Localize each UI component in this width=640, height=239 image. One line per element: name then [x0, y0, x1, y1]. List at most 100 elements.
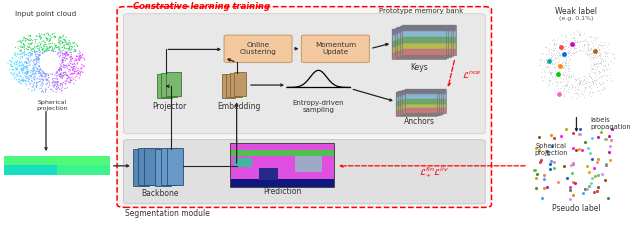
FancyBboxPatch shape — [301, 35, 369, 62]
Bar — [398, 92, 439, 115]
Bar — [161, 148, 177, 185]
Bar — [403, 99, 444, 104]
Bar — [402, 49, 456, 55]
Bar — [403, 109, 444, 114]
Bar — [234, 158, 252, 168]
Bar — [133, 149, 148, 186]
Bar — [400, 110, 441, 114]
Text: $\mathcal{L}^{nce}$: $\mathcal{L}^{nce}$ — [461, 69, 481, 80]
Bar — [397, 39, 451, 45]
Bar — [399, 38, 453, 44]
Bar — [156, 149, 172, 186]
Bar — [230, 179, 334, 187]
Bar — [403, 95, 444, 99]
Bar — [397, 33, 451, 39]
Bar — [402, 25, 456, 55]
Text: $\mathcal{L}^{fin}_{+}\mathcal{L}^{liv}$: $\mathcal{L}^{fin}_{+}\mathcal{L}^{liv}$ — [419, 165, 449, 180]
Bar — [396, 97, 436, 102]
Bar — [398, 101, 439, 106]
Text: Constrative learning training: Constrative learning training — [133, 2, 270, 11]
Bar — [400, 91, 441, 96]
Bar — [395, 40, 448, 46]
Text: Projector: Projector — [152, 102, 186, 111]
Bar — [167, 148, 182, 185]
Bar — [396, 111, 436, 116]
Bar — [399, 50, 453, 56]
Bar — [404, 89, 445, 94]
Bar — [397, 27, 451, 57]
Bar — [259, 168, 278, 180]
FancyBboxPatch shape — [224, 35, 292, 62]
Bar — [402, 25, 456, 31]
Bar — [398, 92, 439, 96]
Text: Spherical
projection: Spherical projection — [36, 100, 68, 111]
Text: Spherical
projection: Spherical projection — [534, 143, 568, 156]
Bar — [230, 143, 334, 187]
Bar — [234, 72, 246, 96]
Bar — [230, 143, 334, 187]
Bar — [397, 51, 451, 57]
Bar — [396, 92, 436, 116]
Bar — [400, 100, 441, 105]
Bar — [404, 89, 445, 113]
Bar — [157, 74, 172, 98]
Text: Backbone: Backbone — [141, 189, 179, 198]
Bar — [230, 73, 243, 97]
Text: Entropy-driven
sampling: Entropy-driven sampling — [292, 100, 344, 113]
Text: Online
Clustering: Online Clustering — [239, 42, 276, 55]
Bar — [398, 96, 439, 101]
Bar — [404, 103, 445, 108]
Bar — [395, 28, 448, 34]
Text: Momentum
Update: Momentum Update — [315, 42, 356, 55]
Bar — [400, 96, 441, 100]
Bar — [392, 47, 445, 53]
Bar — [398, 110, 439, 115]
Bar — [403, 90, 444, 95]
Text: Segmentation module: Segmentation module — [125, 209, 210, 218]
Bar — [226, 74, 239, 98]
Bar — [392, 41, 445, 47]
Bar — [399, 26, 453, 32]
Bar — [396, 92, 436, 97]
Text: Input point cloud: Input point cloud — [15, 11, 77, 17]
Bar — [402, 37, 456, 43]
Text: Pseudo label: Pseudo label — [552, 204, 601, 213]
Bar — [402, 31, 456, 37]
Bar — [403, 104, 444, 109]
Bar — [395, 52, 448, 58]
Text: Keys: Keys — [410, 63, 428, 72]
Bar — [397, 45, 451, 51]
Bar — [295, 156, 322, 172]
Bar — [222, 74, 235, 98]
Text: Prototype memory bank: Prototype memory bank — [379, 8, 463, 14]
FancyBboxPatch shape — [124, 14, 485, 134]
Bar — [396, 106, 436, 111]
Text: Anchors: Anchors — [404, 117, 435, 126]
Bar — [395, 46, 448, 52]
Text: Prediction: Prediction — [264, 187, 302, 196]
Bar — [399, 44, 453, 50]
Bar — [398, 106, 439, 110]
Bar — [399, 32, 453, 38]
Bar — [230, 150, 334, 156]
Bar — [392, 29, 445, 59]
Bar — [404, 108, 445, 113]
Bar — [396, 102, 436, 106]
Bar — [166, 72, 181, 96]
Bar — [138, 148, 154, 185]
FancyBboxPatch shape — [124, 140, 485, 204]
Text: labels
propagation: labels propagation — [590, 117, 631, 130]
Bar — [392, 53, 445, 59]
Text: (e.g. 0.1%): (e.g. 0.1%) — [559, 16, 594, 21]
Bar — [392, 35, 445, 41]
FancyBboxPatch shape — [117, 7, 492, 207]
Bar — [400, 91, 441, 114]
Bar — [404, 94, 445, 99]
Bar — [403, 90, 444, 114]
Bar — [402, 43, 456, 49]
Bar — [404, 99, 445, 103]
Bar — [395, 28, 448, 58]
Text: Weak label: Weak label — [556, 7, 598, 16]
Bar — [161, 73, 177, 97]
Bar — [400, 105, 441, 110]
